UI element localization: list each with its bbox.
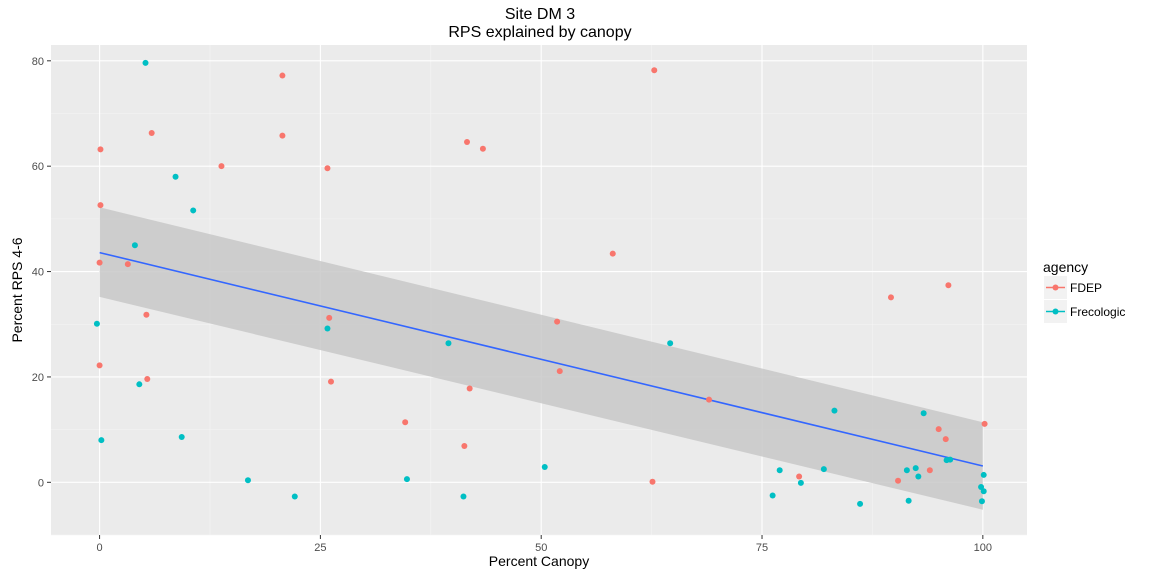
- point-fdep: [895, 477, 902, 484]
- y-tick-label: 40: [32, 267, 44, 279]
- point-fdep: [926, 467, 933, 474]
- legend: agency FDEP Frecologic: [1043, 259, 1125, 323]
- point-fdep: [326, 314, 333, 321]
- x-tick-label: 25: [314, 542, 326, 554]
- point-frecologic: [541, 464, 548, 471]
- data-points: [93, 59, 988, 507]
- point-fdep: [327, 378, 334, 385]
- point-fdep: [651, 67, 658, 74]
- point-fdep: [935, 426, 942, 433]
- point-frecologic: [912, 465, 919, 472]
- point-fdep: [148, 129, 155, 136]
- x-tick-label: 50: [535, 542, 547, 554]
- point-frecologic: [136, 381, 143, 388]
- x-axis-label: Percent Canopy: [489, 553, 589, 569]
- point-frecologic: [980, 471, 987, 478]
- y-axis-label: Percent RPS 4-6: [9, 237, 25, 342]
- x-axis: 0 25 50 75 100: [97, 535, 992, 554]
- point-fdep: [466, 385, 473, 392]
- point-frecologic: [403, 476, 410, 483]
- point-fdep: [97, 146, 104, 153]
- point-fdep: [144, 376, 151, 383]
- point-fdep: [981, 420, 988, 427]
- point-frecologic: [947, 456, 954, 463]
- y-tick-label: 0: [38, 477, 44, 489]
- point-frecologic: [131, 242, 138, 249]
- point-fdep: [402, 419, 409, 426]
- point-frecologic: [905, 497, 912, 504]
- point-fdep: [218, 163, 225, 170]
- point-frecologic: [324, 325, 331, 332]
- point-frecologic: [769, 492, 776, 499]
- y-axis: 0 20 40 60 80: [32, 56, 51, 489]
- legend-label-fdep: FDEP: [1070, 281, 1102, 295]
- legend-key-point: [1052, 284, 1059, 291]
- y-tick-label: 60: [32, 161, 44, 173]
- chart-subtitle: RPS explained by canopy: [448, 24, 632, 41]
- chart-title: Site DM 3: [504, 6, 576, 23]
- x-tick-label: 75: [756, 542, 768, 554]
- point-frecologic: [915, 473, 922, 480]
- trend-line: [99, 251, 984, 467]
- legend-key-point: [1052, 308, 1059, 315]
- point-frecologic: [172, 173, 179, 180]
- point-frecologic: [857, 500, 864, 507]
- point-frecologic: [291, 493, 298, 500]
- point-fdep: [124, 261, 131, 268]
- point-fdep: [556, 368, 563, 375]
- x-tick-label: 100: [974, 542, 992, 554]
- point-frecologic: [244, 477, 251, 484]
- point-frecologic: [667, 340, 674, 347]
- point-fdep: [97, 202, 104, 209]
- point-fdep: [887, 294, 894, 301]
- legend-title: agency: [1043, 259, 1088, 275]
- point-fdep: [279, 72, 286, 79]
- legend-label-frecologic: Frecologic: [1070, 305, 1125, 319]
- point-fdep: [464, 138, 471, 145]
- point-frecologic: [903, 467, 910, 474]
- point-frecologic: [820, 466, 827, 473]
- point-frecologic: [978, 498, 985, 505]
- point-frecologic: [142, 59, 149, 66]
- point-fdep: [461, 442, 468, 449]
- point-fdep: [942, 436, 949, 443]
- point-fdep: [479, 145, 486, 152]
- point-fdep: [609, 250, 616, 257]
- point-frecologic: [797, 479, 804, 486]
- point-fdep: [96, 259, 103, 266]
- point-fdep: [649, 478, 656, 485]
- point-frecologic: [831, 407, 838, 414]
- y-tick-label: 80: [32, 56, 44, 68]
- point-frecologic: [776, 467, 783, 474]
- point-fdep: [554, 318, 561, 325]
- point-fdep: [279, 132, 286, 139]
- point-fdep: [96, 362, 103, 369]
- point-fdep: [796, 473, 803, 480]
- point-fdep: [143, 311, 150, 318]
- point-frecologic: [190, 207, 197, 214]
- point-frecologic: [178, 434, 185, 440]
- point-frecologic: [445, 340, 452, 347]
- x-tick-label: 0: [97, 542, 103, 554]
- point-fdep: [324, 165, 331, 172]
- point-frecologic: [920, 410, 927, 417]
- point-frecologic: [980, 488, 987, 495]
- point-frecologic: [98, 437, 105, 444]
- y-tick-label: 20: [32, 372, 44, 384]
- point-frecologic: [460, 493, 467, 500]
- point-fdep: [945, 282, 952, 289]
- point-fdep: [706, 396, 713, 403]
- point-frecologic: [93, 320, 100, 327]
